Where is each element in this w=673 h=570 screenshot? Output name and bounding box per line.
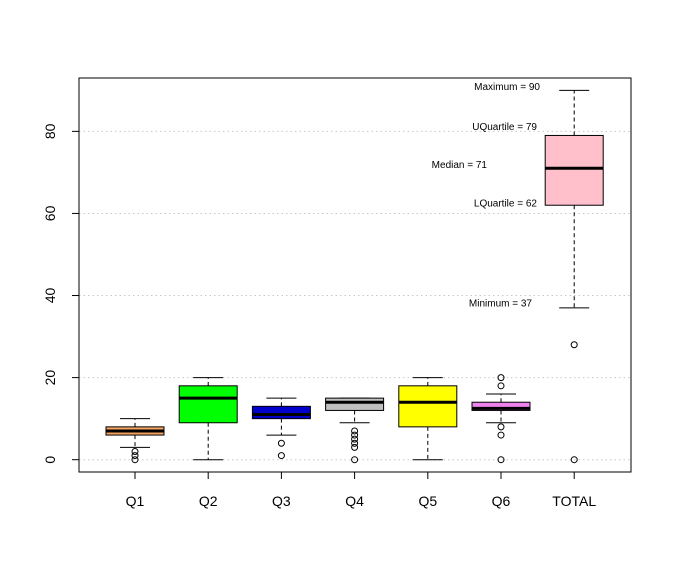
y-tick-label-0: 0 xyxy=(42,456,58,464)
annotation-0: Maximum = 90 xyxy=(474,82,540,93)
box-q2 xyxy=(178,377,238,461)
y-tick-label-20: 20 xyxy=(42,370,58,386)
x-tick-label-q6: Q6 xyxy=(492,493,511,509)
boxes xyxy=(105,89,604,464)
annotation-3: LQuartile = 62 xyxy=(474,199,538,210)
outlier-q6-18 xyxy=(497,382,505,390)
box-q6 xyxy=(471,374,531,464)
outlier-q6-20 xyxy=(497,374,505,382)
outlier-q6-0 xyxy=(497,456,505,464)
y-tick-label-40: 40 xyxy=(42,288,58,304)
x-tick-label-q3: Q3 xyxy=(272,493,291,509)
outlier-q1-2 xyxy=(131,447,139,455)
outlier-q3-4 xyxy=(277,439,285,447)
outlier-q4-4 xyxy=(351,439,359,447)
outlier-q3-1 xyxy=(277,452,285,460)
outlier-q4-0 xyxy=(351,456,359,464)
outlier-total-28 xyxy=(570,341,578,349)
box-rect-q5 xyxy=(398,385,458,428)
gridlines xyxy=(79,130,631,461)
outlier-q4-6 xyxy=(351,431,359,439)
box-q1 xyxy=(105,418,165,464)
annotations: Maximum = 90 UQuartile = 79 Median = 71 LQu… xyxy=(432,82,541,310)
outlier-q4-5 xyxy=(351,435,359,443)
box-rect-q2 xyxy=(178,385,238,424)
outlier-total-0 xyxy=(570,456,578,464)
box-q4 xyxy=(325,397,385,464)
outlier-q4-7 xyxy=(351,427,359,435)
box-rect-total xyxy=(544,134,604,206)
x-tick-label-q5: Q5 xyxy=(418,493,437,509)
outlier-q1-1 xyxy=(131,452,139,460)
y-tick-label-60: 60 xyxy=(42,205,58,221)
box-total xyxy=(544,89,604,464)
y-axis: 0 20 40 60 80 xyxy=(42,123,79,464)
y-tick-label-80: 80 xyxy=(42,123,58,139)
outlier-q6-6 xyxy=(497,431,505,439)
box-rect-q4 xyxy=(325,397,385,411)
x-tick-label-q4: Q4 xyxy=(345,493,364,509)
x-axis: Q1 Q2 Q3 Q4 Q5 Q6 TOTAL xyxy=(126,471,596,509)
box-q3 xyxy=(251,397,311,460)
outlier-q6-8 xyxy=(497,423,505,431)
x-tick-label-total: TOTAL xyxy=(552,493,596,509)
outlier-q1-0 xyxy=(131,456,139,464)
annotation-1: UQuartile = 79 xyxy=(472,122,537,133)
outlier-q4-3 xyxy=(351,443,359,451)
x-tick-label-q1: Q1 xyxy=(126,493,145,509)
annotation-4: Minimum = 37 xyxy=(469,298,533,309)
box-q5 xyxy=(398,377,458,461)
annotation-2: Median = 71 xyxy=(432,160,488,171)
box-rect-q6 xyxy=(471,401,531,411)
box-rect-q3 xyxy=(251,405,311,420)
x-tick-label-q2: Q2 xyxy=(199,493,218,509)
